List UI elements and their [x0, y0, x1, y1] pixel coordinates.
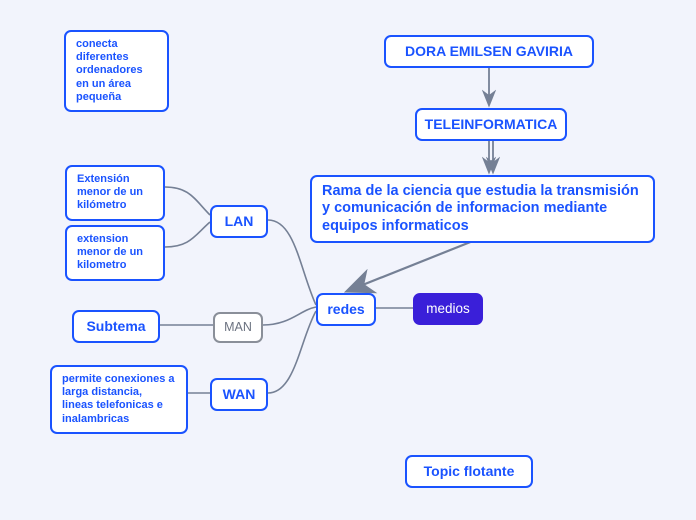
n_man: MAN [213, 312, 263, 343]
connector-6 [268, 311, 316, 393]
connector-4 [263, 307, 316, 325]
arrow-2 [350, 235, 488, 290]
n_tele: TELEINFORMATICA [415, 108, 567, 141]
n_redes: redes [316, 293, 376, 326]
connector-1 [165, 222, 210, 247]
connector-0 [165, 187, 210, 215]
n_medios: medios [413, 293, 483, 325]
connector-2 [268, 220, 316, 305]
n_ext2: extension menor de un kilometro [65, 225, 165, 281]
n_conecta: conecta diferentes ordenadores en un áre… [64, 30, 169, 112]
n_wan: WAN [210, 378, 268, 411]
n_topic: Topic flotante [405, 455, 533, 488]
n_dora: DORA EMILSEN GAVIRIA [384, 35, 594, 68]
n_ext1: Extensión menor de un kilómetro [65, 165, 165, 221]
n_permite: permite conexiones a larga distancia, li… [50, 365, 188, 434]
n_subtema: Subtema [72, 310, 160, 343]
n_lan: LAN [210, 205, 268, 238]
n_rama: Rama de la ciencia que estudia la transm… [310, 175, 655, 243]
